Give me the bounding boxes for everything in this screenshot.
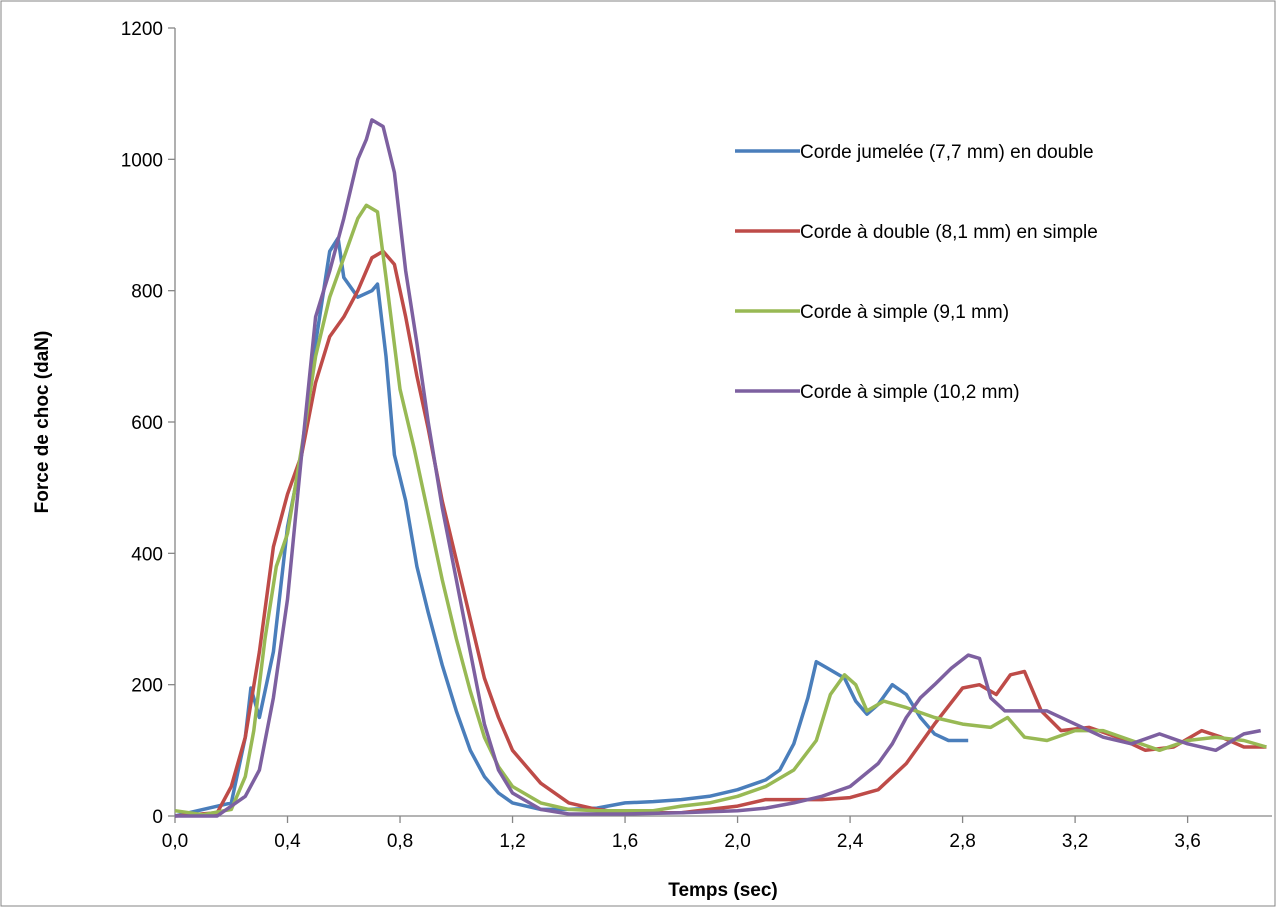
x-tick-label: 3,2 [1062, 831, 1088, 852]
y-tick-label: 1200 [121, 19, 163, 40]
series-line [175, 118, 1262, 818]
x-tick-label: 2,4 [837, 831, 864, 852]
series-line [174, 203, 1267, 817]
x-tick-label: 0,8 [387, 831, 413, 852]
legend-label: Corde à double (8,1 mm) en simple [800, 222, 1098, 243]
y-tick-label: 400 [131, 544, 163, 565]
x-tick-label: 1,2 [499, 831, 525, 852]
legend-label: Corde jumelée (7,7 mm) en double [800, 142, 1094, 163]
y-tick-label: 1000 [121, 150, 163, 171]
y-tick-label: 0 [152, 807, 163, 828]
x-tick-label: 3,6 [1174, 831, 1200, 852]
y-tick-label: 800 [131, 282, 163, 303]
y-axis-title: Force de choc (daN) [32, 331, 53, 514]
x-tick-label: 2,0 [724, 831, 750, 852]
x-tick-label: 2,8 [949, 831, 975, 852]
y-tick-label: 600 [131, 413, 163, 434]
legend-label: Corde à simple (10,2 mm) [800, 382, 1020, 403]
x-tick-label: 0,4 [274, 831, 301, 852]
x-tick-label: 0,0 [162, 831, 188, 852]
legend-label: Corde à simple (9,1 mm) [800, 302, 1009, 323]
y-tick-label: 200 [131, 676, 163, 697]
x-tick-label: 1,6 [612, 831, 638, 852]
x-axis-title: Temps (sec) [668, 880, 777, 901]
